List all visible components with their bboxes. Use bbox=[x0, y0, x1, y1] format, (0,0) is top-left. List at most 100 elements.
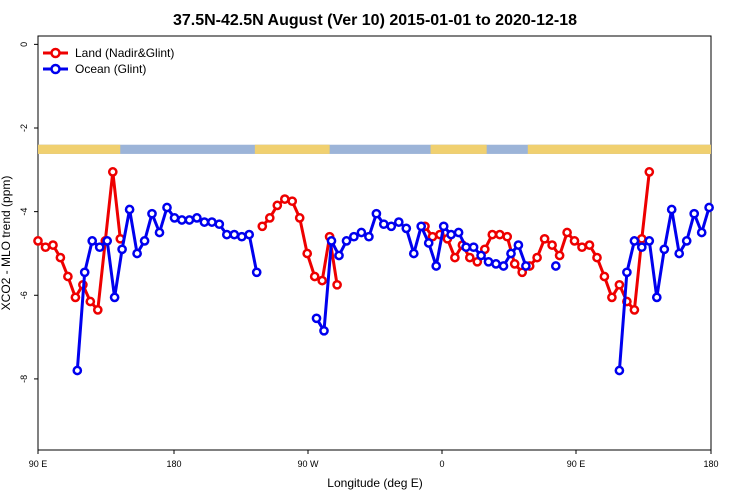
data-point bbox=[55, 252, 66, 263]
data-point bbox=[468, 242, 479, 253]
data-point bbox=[502, 231, 513, 242]
data-point bbox=[498, 261, 509, 271]
data-point bbox=[450, 252, 460, 263]
data-point bbox=[476, 250, 486, 261]
x-tick-label: 90 W bbox=[297, 459, 319, 469]
data-point bbox=[356, 227, 367, 238]
data-point bbox=[349, 231, 359, 242]
data-point bbox=[332, 279, 342, 290]
x-tick-label: 0 bbox=[439, 459, 444, 469]
data-point bbox=[416, 221, 427, 232]
data-point bbox=[364, 231, 374, 242]
x-tick-label: 90 E bbox=[567, 459, 586, 469]
data-point bbox=[264, 213, 275, 223]
legend-marker bbox=[50, 47, 61, 59]
data-point bbox=[550, 261, 561, 271]
data-point bbox=[244, 229, 255, 240]
data-point bbox=[302, 248, 313, 259]
data-point bbox=[666, 204, 677, 215]
data-point bbox=[48, 240, 58, 250]
x-tick-label: 90 E bbox=[29, 459, 48, 469]
x-tick-label: 180 bbox=[166, 459, 181, 469]
map-strip bbox=[38, 144, 711, 154]
data-point bbox=[79, 267, 90, 278]
data-point bbox=[408, 248, 419, 259]
data-point bbox=[207, 217, 217, 227]
data-point bbox=[584, 240, 595, 250]
data-point bbox=[317, 275, 328, 286]
data-point bbox=[287, 196, 298, 207]
data-point bbox=[487, 229, 498, 240]
data-point bbox=[92, 305, 103, 315]
data-point bbox=[341, 236, 352, 246]
data-point bbox=[592, 252, 602, 263]
data-point bbox=[562, 227, 572, 238]
data-point bbox=[184, 215, 195, 225]
data-point bbox=[147, 208, 157, 219]
map-strip-land-1 bbox=[254, 144, 330, 154]
data-point bbox=[438, 221, 449, 232]
data-point bbox=[629, 236, 640, 246]
data-point bbox=[539, 233, 550, 244]
data-point bbox=[423, 238, 434, 248]
data-point bbox=[87, 236, 98, 246]
data-point bbox=[464, 252, 475, 263]
data-point bbox=[85, 296, 96, 307]
data-point bbox=[599, 271, 610, 282]
map-strip-land-2 bbox=[430, 144, 487, 154]
data-point bbox=[494, 229, 505, 240]
data-point bbox=[139, 236, 150, 246]
data-point bbox=[554, 250, 565, 261]
data-point bbox=[326, 236, 337, 246]
data-point bbox=[279, 194, 290, 204]
data-point bbox=[651, 292, 662, 303]
data-point bbox=[63, 271, 73, 282]
data-point bbox=[334, 250, 344, 261]
data-point bbox=[40, 242, 51, 253]
data-point bbox=[70, 292, 81, 303]
data-point bbox=[513, 240, 524, 250]
data-point bbox=[107, 167, 118, 177]
data-point bbox=[461, 242, 471, 253]
data-point bbox=[696, 227, 707, 238]
map-strip-land-0 bbox=[38, 144, 121, 154]
data-point bbox=[521, 261, 531, 271]
data-point bbox=[547, 240, 557, 250]
data-point bbox=[192, 213, 202, 223]
data-point bbox=[629, 305, 640, 315]
map-strip-ocean bbox=[38, 144, 711, 154]
data-point bbox=[509, 259, 520, 269]
data-point bbox=[154, 227, 165, 238]
data-point bbox=[294, 213, 305, 223]
data-point bbox=[401, 223, 412, 234]
data-point bbox=[569, 236, 580, 246]
data-point bbox=[371, 208, 382, 219]
data-point bbox=[644, 167, 655, 177]
x-axis: 90 E 180 90 W 0 90 E 180 bbox=[29, 450, 719, 469]
y-tick-label: 0 bbox=[19, 42, 29, 47]
data-point bbox=[636, 242, 647, 253]
legend-marker bbox=[50, 63, 61, 75]
data-point bbox=[446, 229, 456, 240]
chart-title: 37.5N-42.5N August (Ver 10) 2015-01-01 t… bbox=[173, 12, 577, 29]
data-point bbox=[162, 202, 172, 213]
data-point bbox=[177, 215, 187, 225]
plot-frame bbox=[37, 35, 712, 451]
data-point bbox=[117, 244, 127, 255]
data-point bbox=[614, 365, 625, 376]
data-point bbox=[431, 261, 442, 271]
y-tick-label: -4 bbox=[19, 208, 29, 216]
data-point bbox=[229, 229, 240, 240]
data-point bbox=[309, 271, 320, 282]
data-point bbox=[272, 200, 283, 211]
data-point bbox=[483, 256, 494, 267]
data-point bbox=[319, 325, 329, 336]
data-point bbox=[622, 267, 632, 278]
data-point bbox=[393, 217, 404, 227]
legend-label: Ocean (Glint) bbox=[75, 62, 146, 76]
data-point bbox=[72, 365, 83, 376]
data-point bbox=[124, 204, 135, 215]
legend: Land (Nadir&Glint) Ocean (Glint) bbox=[43, 46, 174, 76]
data-point bbox=[251, 267, 262, 278]
